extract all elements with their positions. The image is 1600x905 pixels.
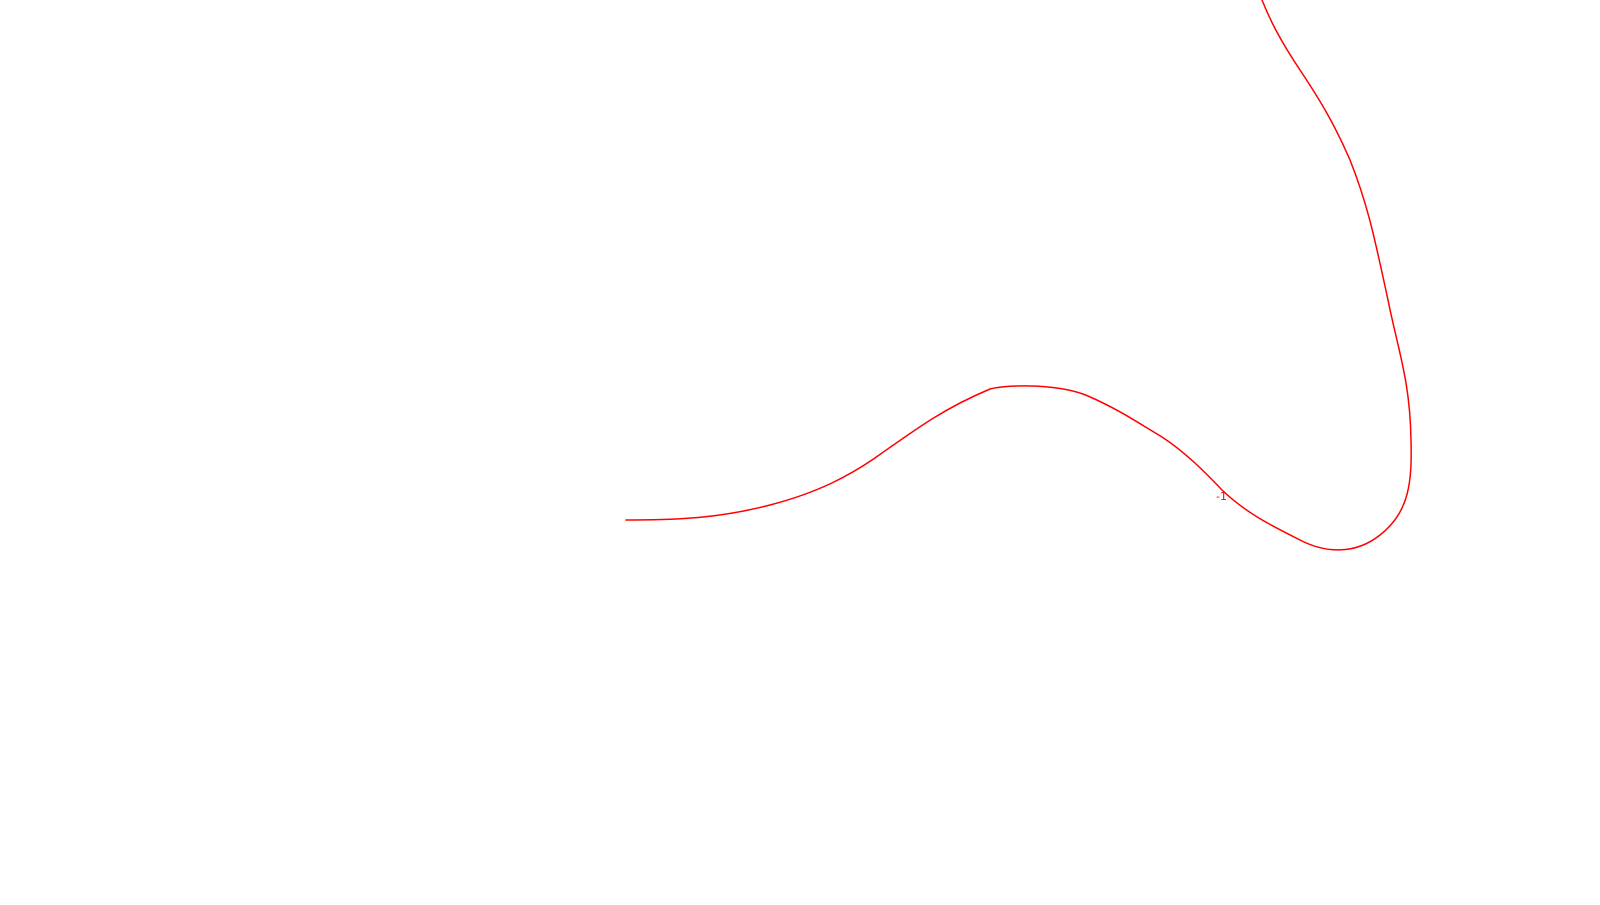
curve-label: -1 xyxy=(1216,490,1227,503)
red-curve xyxy=(625,0,1412,551)
